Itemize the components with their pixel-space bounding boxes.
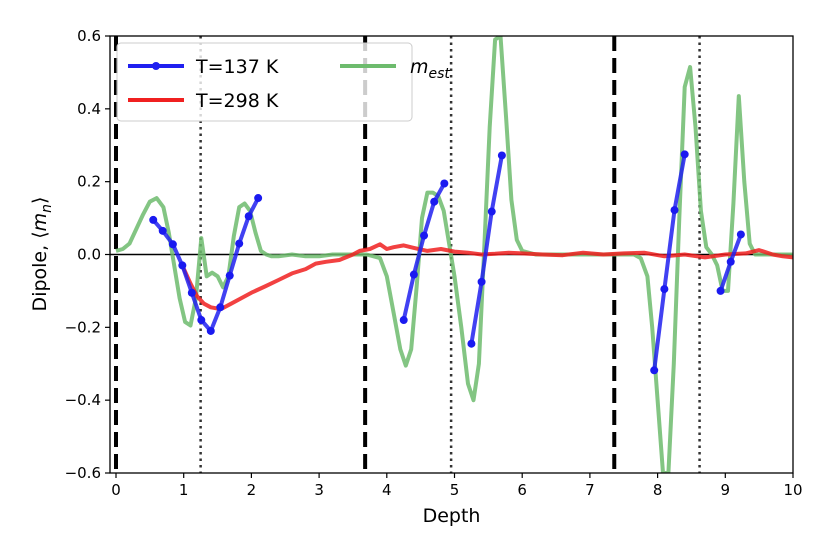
data-point-t137	[254, 194, 263, 203]
data-point-t137	[399, 316, 408, 325]
data-point-t137	[235, 239, 244, 248]
data-point-t137	[680, 150, 689, 159]
legend-box	[116, 42, 413, 122]
data-point-t137	[158, 226, 167, 235]
data-point-t137	[736, 230, 745, 239]
data-point-t137	[660, 285, 669, 294]
data-point-t137	[650, 366, 659, 375]
x-tick-label: 9	[721, 481, 731, 499]
x-tick-label: 3	[314, 481, 324, 499]
x-tick-label: 5	[450, 481, 460, 499]
y-axis-ticks: −0.6 −0.4 −0.2 0.0 0.2 0.4 0.6	[65, 27, 110, 482]
data-point-t137	[206, 326, 215, 335]
y-tick-label: −0.6	[65, 464, 101, 482]
x-tick-label: 10	[783, 481, 802, 499]
data-point-t137	[440, 179, 449, 188]
x-tick-label: 2	[247, 481, 257, 499]
legend: T=137 K T=298 K mest	[116, 42, 450, 122]
data-point-t137	[670, 206, 679, 215]
data-point-t137	[716, 286, 725, 295]
y-tick-label: 0.0	[77, 246, 101, 264]
data-point-t137	[149, 215, 158, 224]
data-point-t137	[187, 288, 196, 297]
data-point-t137	[477, 277, 486, 286]
data-point-t137	[197, 316, 206, 325]
x-axis-label: Depth	[423, 505, 481, 527]
legend-label-t137: T=137 K	[195, 56, 279, 78]
y-tick-label: −0.2	[65, 318, 101, 336]
data-point-t137	[467, 339, 476, 348]
y-tick-label: 0.4	[77, 100, 101, 118]
data-point-t137	[178, 261, 187, 270]
x-tick-label: 0	[111, 481, 121, 499]
data-point-t137	[409, 270, 418, 279]
legend-marker-t137	[152, 62, 160, 70]
x-axis-ticks: 0 1 2 3 4 5 6 7 8 9 10	[111, 473, 803, 499]
series-line-t137-segment-3	[652, 154, 687, 371]
data-point-t137	[225, 271, 234, 280]
data-point-t137	[430, 197, 439, 206]
data-point-t137	[420, 231, 429, 240]
series-line-mest	[115, 36, 793, 473]
x-tick-label: 4	[382, 481, 392, 499]
data-point-t137	[487, 207, 496, 216]
series-line-t137-segment-2	[469, 155, 504, 345]
legend-label-t298: T=298 K	[195, 90, 279, 112]
x-tick-label: 7	[585, 481, 595, 499]
y-tick-label: −0.4	[65, 391, 101, 409]
x-tick-label: 1	[179, 481, 189, 499]
x-tick-label: 6	[517, 481, 527, 499]
y-tick-label: 0.2	[77, 173, 101, 191]
x-tick-label: 8	[653, 481, 663, 499]
y-axis-label: Dipole, ⟨mn⟩	[29, 197, 55, 312]
data-point-t137	[168, 240, 177, 249]
data-point-t137	[216, 303, 225, 312]
y-tick-label: 0.6	[77, 27, 101, 45]
data-point-t137	[726, 257, 735, 266]
series-line-t298	[180, 242, 793, 312]
legend-label-mest: mest	[410, 56, 450, 82]
series-layer	[115, 36, 793, 473]
data-point-t137	[497, 151, 506, 160]
data-point-t137	[244, 212, 253, 221]
